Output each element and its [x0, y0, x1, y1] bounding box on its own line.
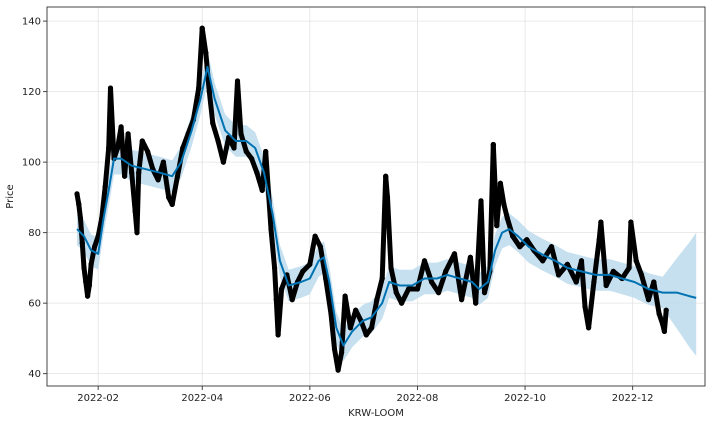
observation-cluster	[206, 89, 216, 126]
y-tick-label: 120	[22, 87, 41, 98]
observation-cluster	[323, 276, 334, 317]
observation-cluster	[102, 145, 112, 190]
observation-cluster	[190, 85, 202, 123]
observation-cluster	[134, 170, 142, 236]
observation-cluster	[603, 268, 616, 288]
observation-cluster	[169, 173, 180, 207]
observation-cluster	[633, 258, 644, 278]
observation-cluster	[238, 131, 249, 154]
observation-cluster	[180, 131, 191, 151]
observation-cluster	[268, 226, 278, 271]
observation-cluster	[374, 276, 385, 303]
x-tick-label: 2022-10	[504, 393, 546, 404]
observation-cluster	[78, 216, 85, 246]
axis-ticks: 40 60 80 100 120 140 2022-02 2022-04 2022-06 2022…	[22, 17, 654, 404]
observation-cluster	[628, 219, 639, 264]
forecast-line	[76, 65, 697, 347]
observation-cluster	[220, 134, 232, 165]
y-tick-label: 100	[22, 158, 41, 169]
forecast-line-layer	[76, 65, 697, 347]
x-tick-label: 2022-06	[289, 393, 331, 404]
gridlines	[47, 7, 705, 386]
observation-cluster	[399, 286, 412, 306]
uncertainty-band-layer	[77, 51, 697, 362]
observation-cluster	[289, 279, 300, 303]
observation-cluster	[95, 216, 105, 239]
y-tick-label: 140	[22, 17, 41, 28]
x-tick-label: 2022-12	[612, 393, 654, 404]
observation-cluster	[335, 350, 345, 373]
observation-cluster	[452, 251, 465, 303]
plot-frame	[46, 6, 706, 387]
observation-cluster	[307, 233, 318, 267]
y-tick-label: 80	[28, 228, 41, 239]
observation-cluster	[86, 261, 94, 288]
x-tick-label: 2022-02	[77, 393, 119, 404]
observation-cluster	[199, 25, 209, 56]
observation-cluster	[272, 265, 279, 303]
observation-cluster	[145, 149, 156, 172]
observation-cluster	[383, 173, 390, 200]
observation-cluster	[651, 279, 662, 317]
observation-cluster	[328, 311, 337, 352]
observation-cluster	[504, 216, 516, 239]
x-tick-label: 2022-04	[181, 393, 223, 404]
observation-cluster	[88, 244, 98, 267]
y-axis-title: Price	[5, 184, 16, 208]
observation-cluster	[275, 286, 285, 338]
observation-cluster	[210, 120, 221, 144]
observation-cluster	[99, 184, 108, 221]
observation-cluster	[388, 265, 399, 296]
observation-cluster	[249, 156, 260, 176]
observation-cluster	[661, 307, 669, 334]
uncertainty-band	[77, 51, 697, 362]
observation-cluster	[579, 258, 588, 310]
observation-cluster	[203, 50, 212, 95]
observation-cluster	[235, 78, 244, 137]
observation-cluster	[79, 240, 87, 271]
y-tick-label: 60	[28, 299, 41, 310]
observation-cluster	[317, 244, 329, 281]
y-tick-label: 40	[28, 369, 41, 380]
observation-cluster	[497, 180, 507, 207]
observation-cluster	[415, 258, 427, 292]
observation-cluster	[129, 170, 138, 214]
observations-layer	[74, 25, 669, 373]
x-axis-title: KRW-LOOM	[348, 408, 404, 419]
observation-cluster	[586, 279, 597, 331]
observation-cluster	[385, 194, 394, 271]
observation-cluster	[478, 198, 487, 296]
observation-cluster	[185, 117, 196, 137]
observation-cluster	[108, 85, 117, 162]
observation-cluster	[160, 159, 172, 200]
x-tick-label: 2022-08	[397, 393, 439, 404]
